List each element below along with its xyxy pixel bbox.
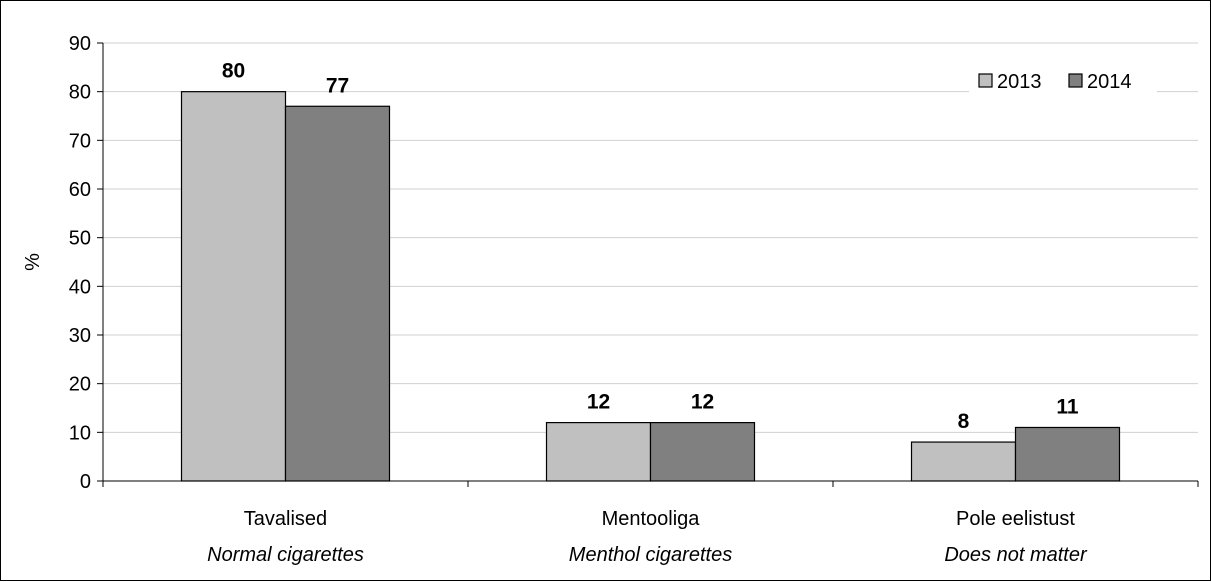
y-tick-label: 50 [69, 228, 91, 250]
data-label: 8 [958, 410, 970, 433]
axes: 0 10 20 30 40 50 60 70 80 90 Tavalised Normal cigar… [69, 33, 1199, 566]
y-tick-label: 10 [69, 422, 91, 444]
data-label: 80 [222, 60, 245, 83]
y-tick-label: 20 [69, 374, 91, 396]
bars [180, 91, 1121, 482]
bar [545, 422, 652, 482]
legend: 2013 2014 [969, 67, 1157, 95]
y-tick-label: 40 [69, 276, 91, 298]
legend-background [969, 67, 1157, 95]
y-tick-label: 90 [69, 33, 91, 55]
bar [910, 441, 1017, 482]
y-tick-label: 0 [80, 471, 91, 493]
data-labels: 80 77 12 12 8 11 [222, 60, 1079, 433]
x-category-label: Tavalised [244, 508, 327, 530]
x-category-label: Pole eelistust [956, 508, 1075, 530]
bar [649, 422, 756, 482]
data-label: 12 [587, 391, 610, 414]
x-category-sublabel: Does not matter [944, 544, 1088, 566]
legend-label: 2013 [997, 71, 1042, 93]
bar [1014, 426, 1121, 482]
data-label: 77 [326, 74, 349, 97]
y-tick-label: 80 [69, 82, 91, 104]
y-tick-label: 70 [69, 130, 91, 152]
y-tick-label: 30 [69, 325, 91, 347]
x-category-label: Mentooliga [602, 508, 701, 530]
y-tick-label: 60 [69, 179, 91, 201]
legend-label: 2014 [1087, 71, 1132, 93]
y-axis-title: % [22, 253, 44, 271]
data-label: 12 [691, 391, 714, 414]
bar [284, 105, 391, 482]
bar [180, 91, 287, 482]
x-category-sublabel: Menthol cigarettes [569, 544, 732, 566]
legend-swatch [978, 73, 993, 88]
data-label: 11 [1056, 395, 1079, 418]
legend-swatch [1068, 73, 1083, 88]
x-category-sublabel: Normal cigarettes [207, 544, 364, 566]
